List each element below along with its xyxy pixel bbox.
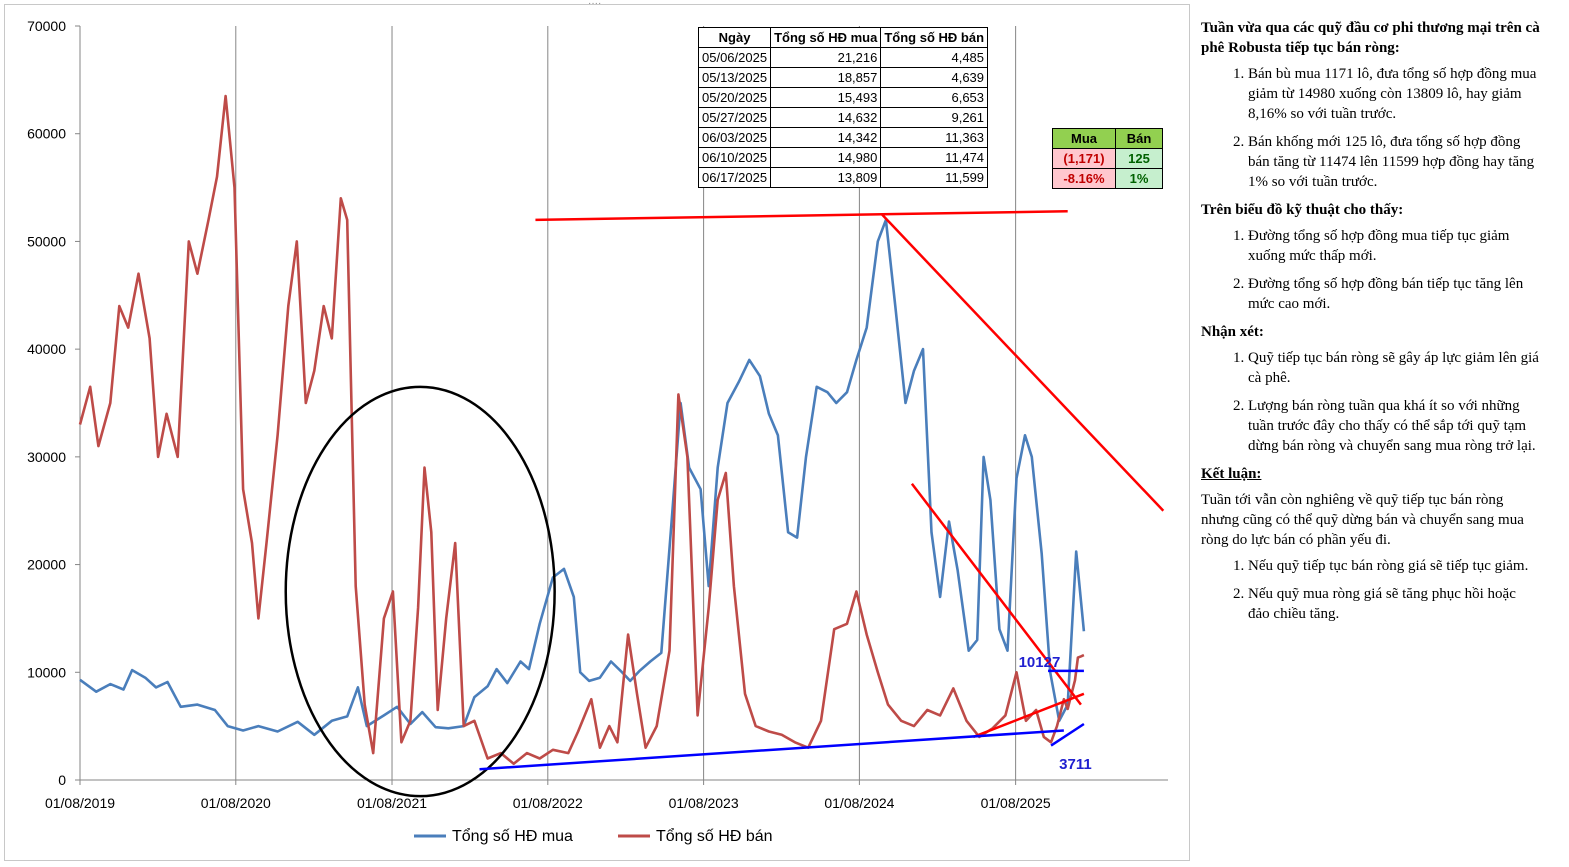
y-tick-label: 0 bbox=[58, 772, 66, 788]
intro-list: Bán bù mua 1171 lô, đưa tổng số hợp đồng… bbox=[1201, 64, 1541, 192]
intro-heading: Tuần vừa qua các quỹ đầu cơ phi thương m… bbox=[1201, 20, 1540, 56]
change-row-percent: -8.16% 1% bbox=[1052, 168, 1163, 189]
table-row: 06/17/2025 13,809 11,599 bbox=[697, 167, 989, 188]
y-tick-label: 70000 bbox=[27, 18, 66, 34]
x-tick-label: 01/08/2021 bbox=[357, 795, 427, 811]
conclusion-heading: Kết luận: bbox=[1201, 466, 1262, 482]
list-item: Bán khống mới 125 lô, đưa tổng số hợp đồ… bbox=[1248, 132, 1541, 192]
technical-heading: Trên biểu đồ kỹ thuật cho thấy: bbox=[1201, 202, 1404, 218]
list-item: Đường tổng số hợp đồng mua tiếp tục giảm… bbox=[1248, 226, 1541, 266]
x-tick-label: 01/08/2020 bbox=[201, 795, 271, 811]
x-tick-label: 01/08/2024 bbox=[824, 795, 894, 811]
cell-date: 06/10/2025 bbox=[697, 147, 772, 168]
cell-date: 06/03/2025 bbox=[697, 127, 772, 148]
cell-date: 05/06/2025 bbox=[697, 47, 772, 68]
chart: 0 10000 20000 30000 40000 50000 60000 70000 01/0… bbox=[27, 18, 1168, 845]
blue-trend-line bbox=[1050, 722, 1085, 747]
cell-date: 05/13/2025 bbox=[697, 67, 772, 88]
red-trend-line bbox=[535, 210, 1068, 222]
red-trend-line bbox=[881, 213, 1165, 512]
cell-buy: 21,216 bbox=[770, 47, 882, 68]
cell-buy: 15,493 bbox=[770, 87, 882, 108]
conclusion-text: Tuần tới vẫn còn nghiêng về quỹ tiếp tục… bbox=[1201, 492, 1524, 548]
cell-sell: 11,474 bbox=[880, 147, 989, 168]
blue-trend-line bbox=[479, 729, 1064, 771]
table-row: 05/27/2025 14,632 9,261 bbox=[697, 107, 989, 128]
change-header-row: Mua Bán bbox=[1052, 128, 1163, 149]
cell-sell: 11,599 bbox=[880, 167, 989, 188]
annotation-label-3711: 3711 bbox=[1059, 756, 1092, 773]
commentary-panel: Tuần vừa qua các quỹ đầu cơ phi thương m… bbox=[1201, 18, 1541, 632]
header-sell-total: Tổng số HĐ bán bbox=[880, 27, 989, 48]
data-table-header-row: Ngày Tổng số HĐ mua Tổng số HĐ bán bbox=[697, 27, 989, 48]
list-item: Lượng bán ròng tuần qua khá ít so với nh… bbox=[1248, 396, 1541, 456]
annotation-label-10127: 10127 bbox=[1019, 654, 1061, 671]
cell-sell: 4,639 bbox=[880, 67, 989, 88]
x-tick-label: 01/08/2023 bbox=[669, 795, 739, 811]
cell-sell: 6,653 bbox=[880, 87, 989, 108]
series-buy-line bbox=[79, 218, 1086, 737]
list-item: Đường tổng số hợp đồng bán tiếp tục tăng… bbox=[1248, 274, 1541, 314]
list-item: Nếu quỹ tiếp tục bán ròng giá sẽ tiếp tụ… bbox=[1248, 556, 1541, 576]
chart-frame bbox=[4, 4, 1190, 861]
red-trend-line bbox=[910, 483, 1082, 706]
cell-buy: 14,632 bbox=[770, 107, 882, 128]
list-item: Quỹ tiếp tục bán ròng sẽ gây áp lực giảm… bbox=[1248, 348, 1541, 388]
list-item: Bán bù mua 1171 lô, đưa tổng số hợp đồng… bbox=[1248, 64, 1541, 124]
y-tick-label: 20000 bbox=[27, 557, 66, 573]
y-tick-label: 40000 bbox=[27, 341, 66, 357]
series-sell-line bbox=[78, 94, 1085, 766]
change-sell-lots: 125 bbox=[1115, 148, 1163, 169]
header-buy-total: Tổng số HĐ mua bbox=[770, 27, 882, 48]
x-tick-label: 01/08/2019 bbox=[45, 795, 115, 811]
change-buy-percent: -8.16% bbox=[1052, 168, 1116, 189]
annotation-ellipse bbox=[284, 385, 556, 798]
cell-date: 06/17/2025 bbox=[697, 167, 772, 188]
remarks-heading: Nhận xét: bbox=[1201, 324, 1264, 340]
red-trend-line bbox=[972, 692, 1085, 739]
legend-buy-label: Tổng số HĐ mua bbox=[452, 827, 573, 845]
change-header-buy: Mua bbox=[1052, 128, 1116, 149]
table-row: 06/03/2025 14,342 11,363 bbox=[697, 127, 989, 148]
cell-sell: 4,485 bbox=[880, 47, 989, 68]
technical-list: Đường tổng số hợp đồng mua tiếp tục giảm… bbox=[1201, 226, 1541, 314]
data-table: Ngày Tổng số HĐ mua Tổng số HĐ bán 05/06… bbox=[697, 27, 989, 188]
y-tick-label: 10000 bbox=[27, 664, 66, 680]
cell-buy: 14,342 bbox=[770, 127, 882, 148]
cell-buy: 14,980 bbox=[770, 147, 882, 168]
change-row-lots: (1,171) 125 bbox=[1052, 148, 1163, 169]
change-buy-lots: (1,171) bbox=[1052, 148, 1116, 169]
table-row: 05/06/2025 21,216 4,485 bbox=[697, 47, 989, 68]
change-sell-percent: 1% bbox=[1115, 168, 1163, 189]
cell-buy: 13,809 bbox=[770, 167, 882, 188]
table-row: 05/13/2025 18,857 4,639 bbox=[697, 67, 989, 88]
list-item: Nếu quỹ mua ròng giá sẽ tăng phục hồi ho… bbox=[1248, 584, 1541, 624]
x-tick-label: 01/08/2022 bbox=[513, 795, 583, 811]
y-tick-label: 30000 bbox=[27, 449, 66, 465]
header-date: Ngày bbox=[697, 27, 772, 48]
y-tick-label: 50000 bbox=[27, 233, 66, 249]
remarks-list: Quỹ tiếp tục bán ròng sẽ gây áp lực giảm… bbox=[1201, 348, 1541, 456]
cell-buy: 18,857 bbox=[770, 67, 882, 88]
table-row: 06/10/2025 14,980 11,474 bbox=[697, 147, 989, 168]
cell-sell: 9,261 bbox=[880, 107, 989, 128]
conclusion-list: Nếu quỹ tiếp tục bán ròng giá sẽ tiếp tụ… bbox=[1201, 556, 1541, 624]
change-table: Mua Bán (1,171) 125 -8.16% 1% bbox=[1052, 128, 1163, 189]
legend-sell-label: Tổng số HĐ bán bbox=[656, 827, 773, 845]
change-header-sell: Bán bbox=[1115, 128, 1163, 149]
resize-handle-top[interactable]: ···· bbox=[588, 0, 602, 9]
cell-sell: 11,363 bbox=[880, 127, 989, 148]
y-tick-label: 60000 bbox=[27, 126, 66, 142]
x-tick-label: 01/08/2025 bbox=[981, 795, 1051, 811]
table-row: 05/20/2025 15,493 6,653 bbox=[697, 87, 989, 108]
cell-date: 05/20/2025 bbox=[697, 87, 772, 108]
cell-date: 05/27/2025 bbox=[697, 107, 772, 128]
